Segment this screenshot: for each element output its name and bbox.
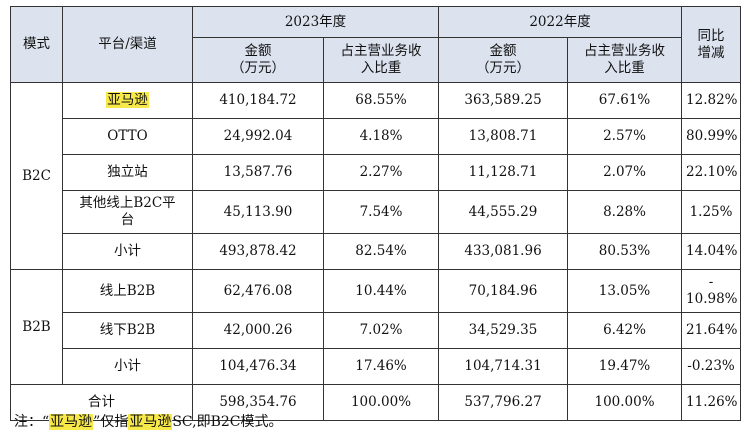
- header-yoy: 同比 增减: [681, 6, 742, 83]
- revenue-table-container: 模式 平台/渠道 2023年度 2022年度 同比 增减 金额 （万元） 占主营…: [10, 6, 742, 421]
- ratio-2022-cell: 6.42%: [567, 312, 683, 349]
- platform-cell: 线上B2B: [62, 269, 193, 313]
- ratio-2022-cell: 2.07%: [567, 154, 683, 191]
- amount-2023-cell: 493,878.42: [192, 233, 324, 270]
- yoy-cell: 21.64%: [681, 312, 742, 349]
- amount-2023-cell: 24,992.04: [192, 118, 324, 155]
- header-mode: 模式: [10, 6, 63, 83]
- table-row: 独立站 13,587.76 2.27% 11,128.71 2.07% 22.1…: [11, 154, 742, 191]
- ratio-2023-cell: 82.54%: [322, 233, 440, 270]
- platform-cell: 线下B2B: [62, 312, 193, 349]
- amount-2022-cell: 70,184.96: [438, 269, 569, 313]
- table-row: OTTO 24,992.04 4.18% 13,808.71 2.57% 80.…: [11, 118, 742, 155]
- ratio-2023-cell: 2.27%: [322, 154, 440, 191]
- yoy-cell: - 10.98%: [681, 269, 742, 313]
- ratio-2022-cell: 13.05%: [567, 269, 683, 313]
- ratio-2023-cell: 7.02%: [322, 312, 440, 349]
- mode-cell-b2b: B2B: [10, 269, 63, 385]
- header-year-2023: 2023年度: [191, 6, 440, 38]
- footnote: 注：“亚马逊”仅指亚马逊SC,即B2C模式。: [14, 411, 283, 431]
- amount-2023-cell: 13,587.76: [192, 154, 324, 191]
- amount-2022-cell: 34,529.35: [438, 312, 569, 349]
- amount-2023-cell: 45,113.90: [192, 190, 324, 234]
- table-row: 线下B2B 42,000.26 7.02% 34,529.35 6.42% 21…: [11, 312, 742, 349]
- amount-2022-cell: 363,589.25: [438, 82, 569, 119]
- amount-2023-cell: 410,184.72: [192, 82, 324, 119]
- amount-2022-cell: 44,555.29: [438, 190, 569, 234]
- platform-cell: OTTO: [62, 118, 193, 155]
- amount-2022-cell: 104,714.31: [438, 348, 569, 385]
- table-header: 模式 平台/渠道 2023年度 2022年度 同比 增减 金额 （万元） 占主营…: [10, 6, 742, 83]
- total-amount-2023-cell: 598,354.76: [192, 384, 324, 421]
- ratio-2022-cell: 67.61%: [567, 82, 683, 119]
- ratio-2022-cell: 2.57%: [567, 118, 683, 155]
- footnote-middle: ”仅指: [93, 414, 129, 430]
- mode-cell-b2c: B2C: [10, 82, 63, 270]
- yoy-cell: 1.25%: [681, 190, 742, 234]
- ratio-2022-cell: 80.53%: [567, 233, 683, 270]
- amount-2022-cell: 433,081.96: [438, 233, 569, 270]
- header-year-2022: 2022年度: [438, 6, 683, 38]
- table-row-subtotal: 小计 493,878.42 82.54% 433,081.96 80.53% 1…: [11, 233, 742, 270]
- yoy-cell: 22.10%: [681, 154, 742, 191]
- header-row-2: 金额 （万元） 占主营业务收 入比重 金额 （万元） 占主营业务收 入比重: [11, 37, 741, 83]
- platform-cell: 亚马逊: [62, 82, 193, 119]
- total-yoy-cell: 11.26%: [681, 384, 742, 421]
- table-row: B2C 亚马逊 410,184.72 68.55% 363,589.25 67.…: [10, 82, 742, 270]
- header-row-1: 模式 平台/渠道 2023年度 2022年度 同比 增减: [10, 6, 742, 83]
- footnote-suffix: SC,即B2C模式。: [172, 414, 283, 430]
- ratio-2023-cell: 7.54%: [322, 190, 440, 234]
- yoy-cell: 12.82%: [681, 82, 742, 119]
- yoy-cell: -0.23%: [681, 348, 742, 385]
- amount-2022-cell: 13,808.71: [438, 118, 569, 155]
- table-body: B2C 亚马逊 410,184.72 68.55% 363,589.25 67.…: [10, 82, 742, 421]
- ratio-2022-cell: 8.28%: [567, 190, 683, 234]
- table-row: B2B 线上B2B 62,476.08 10.44% 70,184.96 13.…: [10, 269, 742, 385]
- platform-cell: 独立站: [62, 154, 193, 191]
- amount-2022-cell: 11,128.71: [438, 154, 569, 191]
- table-row: 其他线上B2C平 台 45,113.90 7.54% 44,555.29 8.2…: [11, 190, 742, 234]
- amount-2023-cell: 42,000.26: [192, 312, 324, 349]
- total-amount-2022-cell: 537,796.27: [438, 384, 569, 421]
- footnote-term-amazon-2: 亚马逊: [128, 414, 173, 430]
- table-row-subtotal: 小计 104,476.34 17.46% 104,714.31 19.47% -…: [11, 348, 742, 385]
- yoy-cell: 80.99%: [681, 118, 742, 155]
- header-platform: 平台/渠道: [62, 6, 193, 83]
- platform-cell: 小计: [62, 348, 193, 385]
- total-ratio-2023-cell: 100.00%: [322, 384, 440, 421]
- amount-2023-cell: 62,476.08: [192, 269, 324, 313]
- header-amount-2023: 金额 （万元）: [192, 37, 324, 83]
- header-amount-2022: 金额 （万元）: [438, 37, 569, 83]
- amazon-highlight: 亚马逊: [106, 92, 149, 108]
- total-ratio-2022-cell: 100.00%: [567, 384, 683, 421]
- yoy-cell: 14.04%: [681, 233, 742, 270]
- ratio-2023-cell: 17.46%: [322, 348, 440, 385]
- ratio-2023-cell: 10.44%: [322, 269, 440, 313]
- ratio-2023-cell: 68.55%: [322, 82, 440, 119]
- platform-cell: 其他线上B2C平 台: [62, 190, 193, 234]
- header-ratio-2022: 占主营业务收 入比重: [567, 37, 683, 83]
- ratio-2023-cell: 4.18%: [322, 118, 440, 155]
- platform-cell: 小计: [62, 233, 193, 270]
- header-ratio-2023: 占主营业务收 入比重: [322, 37, 440, 83]
- revenue-by-channel-table: 模式 平台/渠道 2023年度 2022年度 同比 增减 金额 （万元） 占主营…: [10, 6, 742, 421]
- ratio-2022-cell: 19.47%: [567, 348, 683, 385]
- footnote-term-amazon: 亚马逊: [49, 414, 94, 430]
- amount-2023-cell: 104,476.34: [192, 348, 324, 385]
- footnote-prefix: 注：“: [14, 414, 50, 430]
